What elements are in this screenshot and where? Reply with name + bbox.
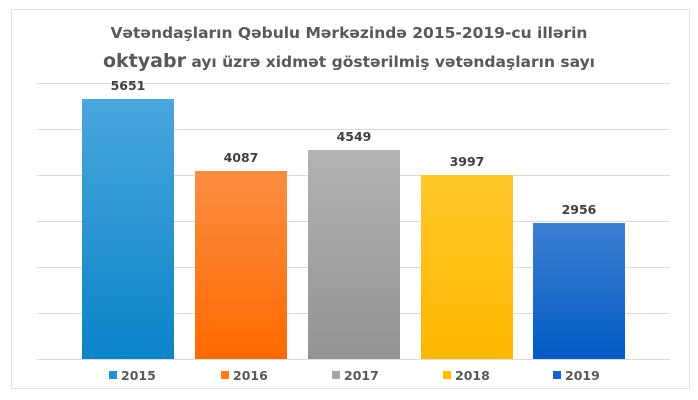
chart-title-line-1: Vətəndaşların Qəbulu Mərkəzində 2015-201…: [110, 24, 588, 42]
chart-title-line-2: oktyabr ayı üzrə xidmət göstərilmiş vətə…: [0, 50, 698, 72]
legend-item-2015: 2015: [109, 367, 156, 383]
legend-swatch-icon: [332, 371, 340, 379]
data-label-2017: 4549: [336, 129, 372, 144]
gridline: [37, 129, 670, 130]
legend-item-2018: 2018: [443, 367, 490, 383]
gridline: [37, 83, 670, 84]
data-label-2019: 2956: [561, 202, 597, 217]
legend-item-2017: 2017: [332, 367, 379, 383]
legend-label: 2017: [344, 367, 379, 383]
gridline: [37, 359, 670, 360]
legend-swatch-icon: [221, 371, 229, 379]
chart-title-rest: ayı üzrə xidmət göstərilmiş vətəndaşları…: [185, 53, 595, 71]
legend-swatch-icon: [443, 371, 451, 379]
legend-label: 2015: [121, 367, 156, 383]
data-label-2015: 5651: [110, 78, 146, 93]
legend-swatch-icon: [109, 371, 117, 379]
bar-2018: [421, 175, 513, 359]
bar-2016: [195, 171, 287, 359]
legend-label: 2019: [565, 367, 600, 383]
legend-item-2016: 2016: [221, 367, 268, 383]
bar-2015: [82, 99, 174, 359]
legend-swatch-icon: [553, 371, 561, 379]
bar-2017: [308, 150, 400, 359]
legend-label: 2016: [233, 367, 268, 383]
legend-label: 2018: [455, 367, 490, 383]
bar-2019: [533, 223, 625, 359]
legend-item-2019: 2019: [553, 367, 600, 383]
chart-title-emphasis: oktyabr: [102, 50, 186, 72]
data-label-2018: 3997: [449, 154, 485, 169]
data-label-2016: 4087: [223, 150, 259, 165]
